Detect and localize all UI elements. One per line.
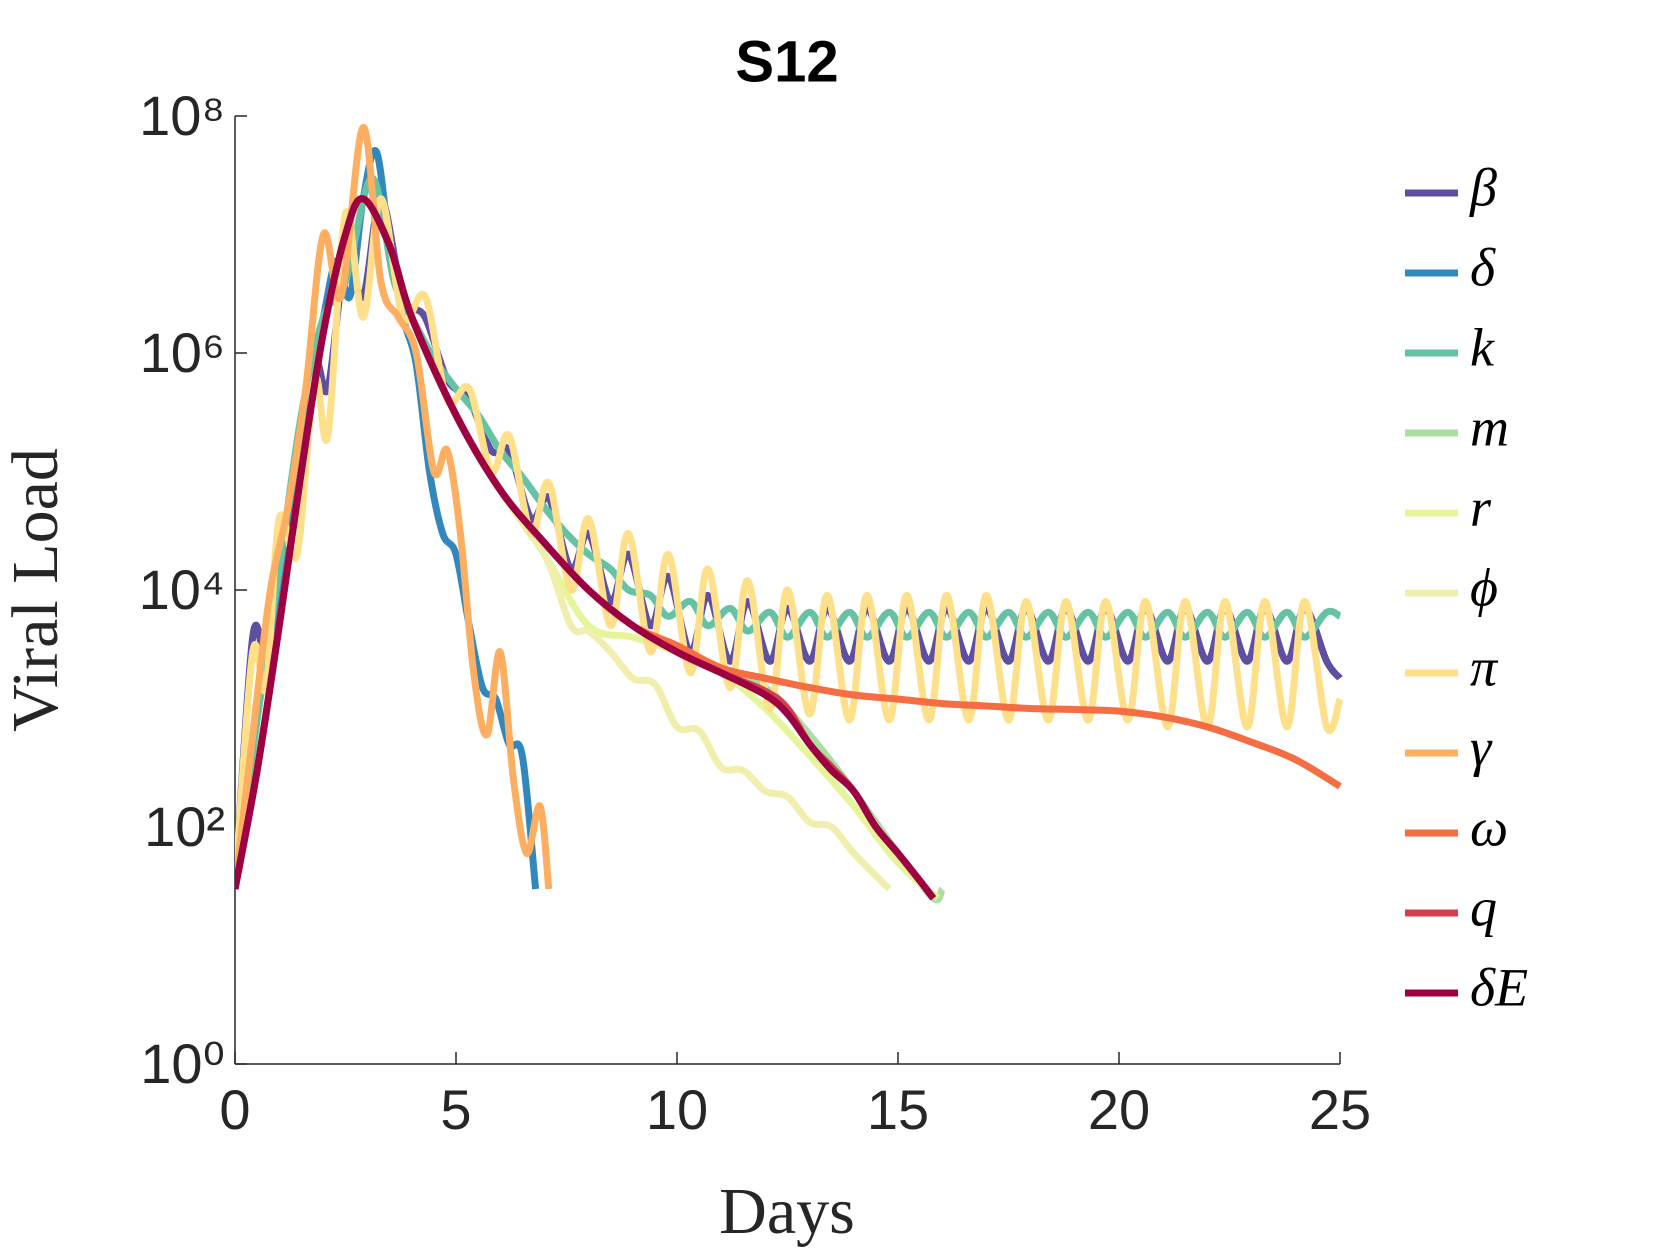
legend-label: γ bbox=[1470, 717, 1493, 777]
legend-label: β bbox=[1469, 157, 1497, 217]
y-tick-label: 10⁴ bbox=[139, 558, 225, 621]
legend-label: π bbox=[1470, 637, 1499, 697]
legend-label: q bbox=[1470, 877, 1497, 937]
y-tick-label: 10⁸ bbox=[139, 84, 225, 147]
x-tick-label: 0 bbox=[219, 1078, 250, 1141]
y-tick-label: 10⁰ bbox=[140, 1032, 225, 1095]
legend-label: r bbox=[1470, 477, 1492, 537]
x-tick-label: 10 bbox=[646, 1078, 708, 1141]
x-tick-label: 15 bbox=[867, 1078, 929, 1141]
series-line bbox=[235, 195, 937, 901]
legend-label: δE bbox=[1470, 957, 1528, 1017]
legend-label: m bbox=[1470, 397, 1509, 457]
x-tick-label: 20 bbox=[1088, 1078, 1150, 1141]
y-axis-label: Viral Load bbox=[0, 448, 72, 732]
y-tick-label: 10⁶ bbox=[140, 321, 225, 384]
legend-label: δ bbox=[1470, 237, 1496, 297]
series-line bbox=[235, 123, 553, 890]
series-line bbox=[235, 195, 1344, 890]
legend-label: ω bbox=[1470, 797, 1508, 857]
y-tick-label: 10² bbox=[144, 795, 225, 858]
x-axis-label: Days bbox=[719, 1175, 855, 1248]
legend-label: ϕ bbox=[1470, 557, 1498, 617]
legend-label: k bbox=[1470, 317, 1495, 377]
x-tick-label: 25 bbox=[1309, 1078, 1371, 1141]
chart-title: S12 bbox=[735, 29, 838, 94]
x-tick-label: 5 bbox=[440, 1078, 471, 1141]
